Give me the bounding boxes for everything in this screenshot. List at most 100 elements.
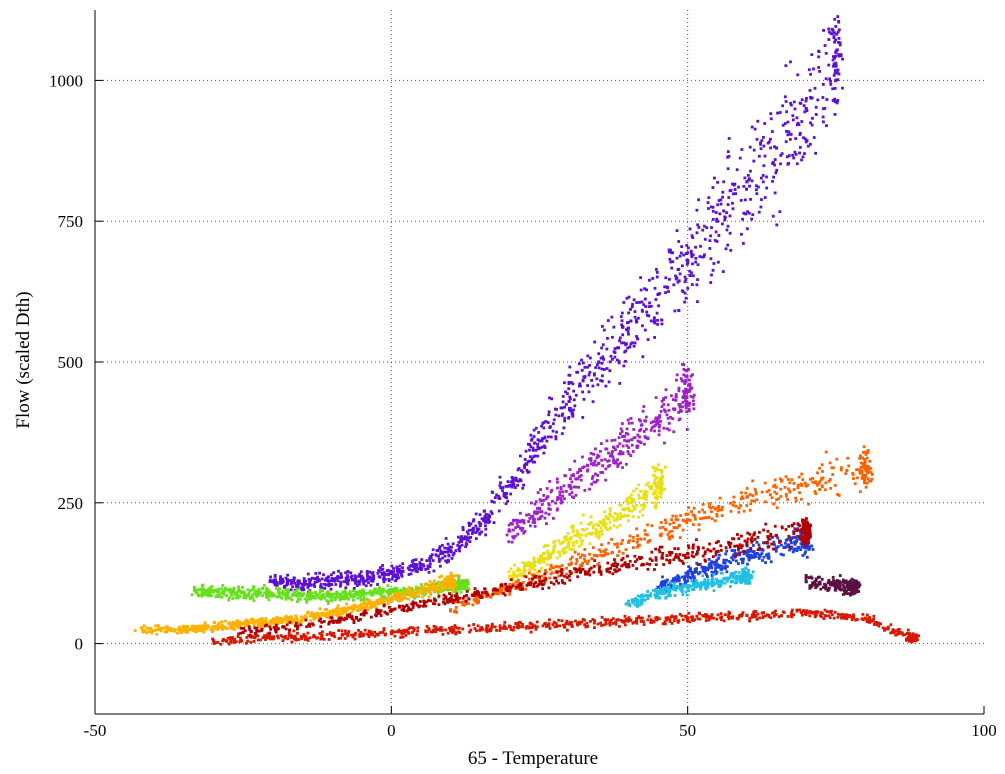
data-point (644, 305, 648, 308)
data-point (392, 574, 396, 578)
data-point (352, 603, 356, 607)
data-point (788, 548, 791, 552)
data-point (312, 617, 316, 621)
data-point (228, 588, 231, 592)
data-points (133, 15, 921, 646)
data-point (680, 614, 684, 618)
data-point (528, 524, 532, 528)
data-point (626, 320, 630, 324)
data-point (831, 29, 835, 32)
data-point (578, 382, 582, 386)
data-point (380, 573, 384, 576)
data-point (558, 624, 562, 628)
data-point (803, 481, 807, 485)
data-point (619, 512, 623, 516)
data-point (645, 288, 649, 292)
data-point (390, 631, 394, 635)
data-point (644, 427, 648, 431)
data-point (328, 579, 332, 583)
data-point (788, 481, 792, 485)
data-point (658, 617, 661, 621)
data-point (546, 550, 550, 553)
data-point (344, 586, 348, 590)
data-point (461, 584, 465, 588)
data-point (522, 521, 526, 525)
data-point (567, 387, 571, 391)
data-point (351, 635, 355, 639)
data-point (218, 626, 222, 630)
data-point (399, 572, 403, 576)
data-point (436, 549, 440, 553)
series-8 (211, 608, 921, 646)
data-point (733, 188, 737, 191)
data-point (728, 576, 732, 580)
data-point (517, 573, 520, 577)
data-point (302, 588, 306, 592)
data-point (749, 573, 753, 577)
data-point (512, 575, 516, 579)
data-point (365, 578, 369, 582)
data-point (375, 599, 379, 602)
data-point (816, 471, 819, 475)
data-point (740, 495, 744, 499)
data-point (720, 568, 724, 571)
data-point (636, 594, 640, 598)
data-point (869, 467, 873, 470)
data-point (232, 589, 235, 593)
data-point (578, 544, 581, 548)
data-point (664, 616, 668, 620)
data-point (664, 579, 668, 583)
data-point (225, 594, 228, 598)
data-point (635, 487, 638, 491)
data-point (621, 444, 625, 448)
data-point (801, 478, 805, 482)
data-point (685, 400, 688, 404)
data-point (242, 595, 246, 599)
data-point (520, 469, 523, 472)
data-point (425, 624, 429, 628)
data-point (816, 98, 820, 102)
data-point (407, 586, 411, 590)
data-point (642, 594, 646, 598)
data-point (453, 625, 457, 629)
data-point (708, 247, 712, 250)
data-point (432, 624, 436, 628)
data-point (762, 144, 766, 148)
data-point (292, 579, 296, 582)
data-point (602, 357, 606, 361)
data-point (723, 218, 727, 222)
data-point (752, 499, 756, 503)
data-point (254, 633, 258, 637)
data-point (354, 581, 357, 585)
data-point (325, 576, 328, 580)
data-point (305, 601, 309, 604)
data-point (452, 574, 456, 578)
data-point (803, 552, 807, 556)
data-point (638, 603, 641, 607)
data-point (636, 433, 640, 437)
data-point (358, 634, 362, 638)
data-point (626, 502, 630, 506)
data-point (323, 596, 327, 600)
data-point (636, 601, 640, 604)
data-point (197, 624, 201, 628)
data-point (478, 532, 481, 536)
data-point (748, 184, 751, 188)
data-point (325, 633, 329, 636)
data-point (655, 271, 659, 274)
data-point (467, 587, 471, 591)
data-point (619, 315, 623, 318)
data-point (216, 627, 220, 631)
data-point (569, 487, 573, 491)
data-point (507, 523, 511, 527)
data-point (592, 480, 596, 484)
data-point (461, 526, 465, 529)
data-point (564, 390, 567, 394)
data-point (336, 604, 340, 608)
data-point (512, 519, 516, 523)
data-point (693, 517, 697, 521)
data-point (626, 346, 630, 350)
data-point (686, 368, 690, 371)
data-point (279, 634, 283, 637)
data-point (645, 313, 649, 317)
